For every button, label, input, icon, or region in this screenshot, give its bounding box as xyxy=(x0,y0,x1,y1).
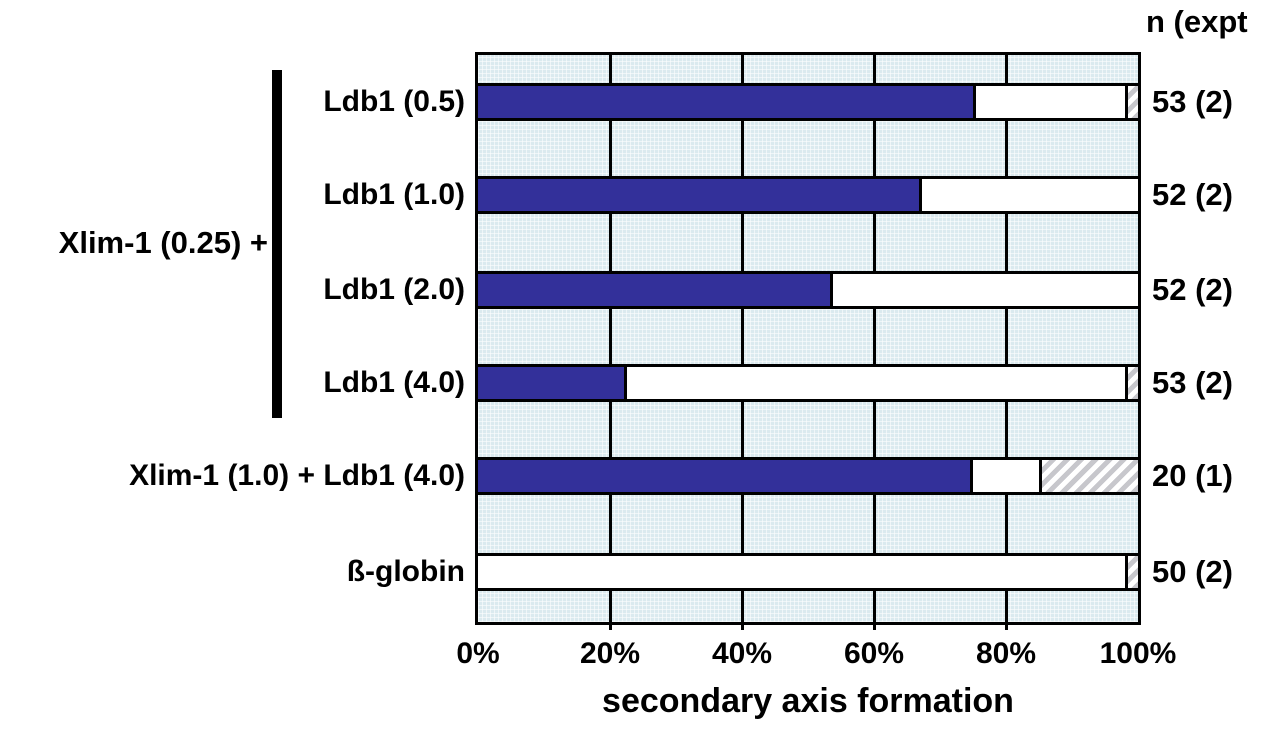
bar-segment-solid xyxy=(478,86,977,118)
bar-row xyxy=(478,83,1138,121)
x-tick-mark xyxy=(872,625,876,630)
bar-segment-solid xyxy=(478,460,973,492)
category-label: Ldb1 (4.0) xyxy=(323,366,465,399)
gridline-20pct xyxy=(608,55,612,622)
n-column-header: n (expt xyxy=(1146,4,1248,39)
bar-segment-white xyxy=(976,86,1126,118)
bar-segment-white xyxy=(973,460,1039,492)
x-axis-title: secondary axis formation xyxy=(602,682,1014,720)
x-tick-label: 0% xyxy=(456,637,500,670)
bar-segment-hatched xyxy=(1124,556,1138,588)
x-tick-mark xyxy=(740,625,744,630)
category-label: Ldb1 (0.5) xyxy=(323,85,465,118)
group-bracket-line xyxy=(272,70,282,418)
x-tick-label: 80% xyxy=(975,637,1037,670)
n-value: 53 (2) xyxy=(1152,365,1233,400)
bar-segment-solid xyxy=(478,367,628,399)
bar-segment-solid xyxy=(478,274,834,306)
x-tick-label: 40% xyxy=(711,637,773,670)
x-tick-mark xyxy=(608,625,612,630)
bar-row xyxy=(478,271,1138,309)
n-value: 52 (2) xyxy=(1152,177,1233,212)
bar-segment-hatched xyxy=(1125,86,1138,118)
x-tick-mark xyxy=(1004,625,1008,630)
bar-segment-white xyxy=(627,367,1126,399)
x-tick-label: 60% xyxy=(843,637,905,670)
n-value: 50 (2) xyxy=(1152,554,1233,589)
category-label: Ldb1 (2.0) xyxy=(323,273,465,306)
bar-segment-white xyxy=(922,179,1138,211)
n-value: 52 (2) xyxy=(1152,272,1233,307)
x-tick-label: 20% xyxy=(579,637,641,670)
bar-segment-hatched xyxy=(1125,367,1138,399)
category-label: Ldb1 (1.0) xyxy=(323,178,465,211)
gridline-60pct xyxy=(872,55,876,622)
gridline-80pct xyxy=(1004,55,1008,622)
group-label-xlim: Xlim-1 (0.25) + xyxy=(58,225,268,260)
bar-row xyxy=(478,364,1138,402)
gridline-40pct xyxy=(740,55,744,622)
category-label: Xlim-1 (1.0) + Ldb1 (4.0) xyxy=(129,459,465,492)
n-value: 53 (2) xyxy=(1152,84,1233,119)
bar-row xyxy=(478,553,1138,591)
bar-row xyxy=(478,457,1138,495)
plot-area xyxy=(475,52,1141,625)
x-tick-label: 100% xyxy=(1099,637,1177,670)
n-value: 20 (1) xyxy=(1152,458,1233,493)
category-label: ß-globin xyxy=(346,555,465,588)
bar-segment-white xyxy=(478,556,1125,588)
bar-segment-hatched xyxy=(1039,460,1138,492)
bar-segment-white xyxy=(833,274,1138,306)
bar-row xyxy=(478,176,1138,214)
bar-segment-solid xyxy=(478,179,923,211)
